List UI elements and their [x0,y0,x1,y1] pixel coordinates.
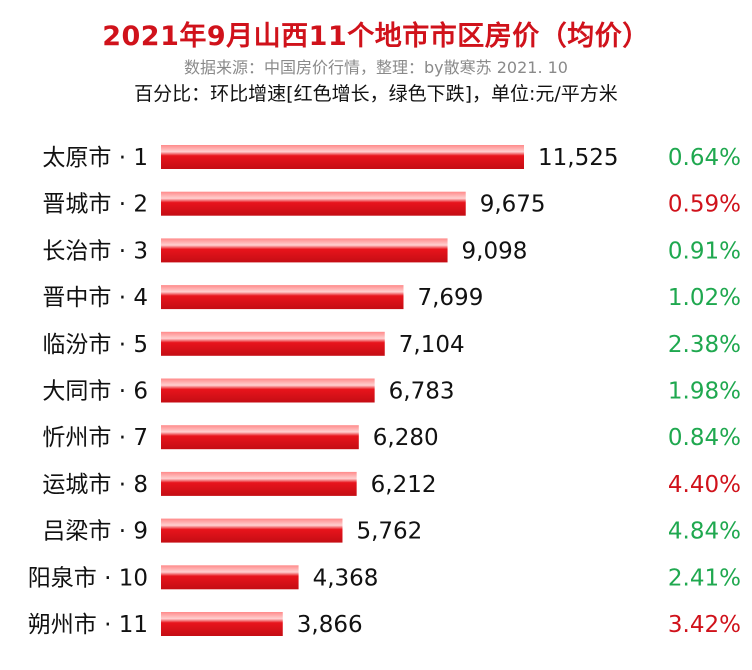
change-label: 4.84% [668,519,741,545]
value-label: 4,368 [313,565,379,591]
value-label: 11,525 [538,145,618,171]
category-label: 临汾市 · 5 [42,332,148,358]
bar [161,565,299,590]
value-label: 6,212 [371,472,437,498]
change-label: 0.84% [668,425,741,451]
bar [161,285,404,310]
value-label: 3,866 [297,612,363,638]
bars-group: 太原市 · 1 11,525 0.64% 晋城市 · 2 9,675 0.59% 长治市 ·… [28,145,741,638]
bar [161,378,375,403]
category-label: 晋城市 · 2 [42,192,148,218]
category-label: 吕梁市 · 9 [42,519,148,545]
bar [161,331,385,356]
bar [161,612,283,636]
bar [161,425,359,450]
value-label: 6,280 [373,425,439,451]
change-label: 1.98% [668,379,741,405]
bar [161,145,524,169]
change-label: 2.38% [668,332,741,358]
category-label: 长治市 · 3 [42,238,148,264]
bar [161,238,448,263]
category-label: 大同市 · 6 [42,379,148,405]
category-label: 运城市 · 8 [42,472,148,498]
value-label: 5,762 [356,519,422,545]
chart-note: 百分比：环比增速[红色增长，绿色下跌]，单位:元/平方米 [134,83,618,105]
value-label: 9,098 [462,238,528,264]
category-label: 朔州市 · 11 [28,612,148,638]
value-label: 9,675 [480,192,546,218]
data-source: 数据来源：中国房价行情，整理：by散寒苏 2021. 10 [184,58,568,77]
category-label: 阳泉市 · 10 [28,565,148,591]
change-label: 1.02% [668,285,741,311]
category-label: 忻州市 · 7 [42,425,148,451]
value-label: 7,699 [417,285,483,311]
change-label: 4.40% [668,472,741,498]
value-label: 6,783 [389,379,455,405]
change-label: 0.64% [668,145,741,171]
bar [161,518,343,543]
change-label: 3.42% [668,612,741,638]
change-label: 0.59% [668,192,741,218]
bar [161,191,466,216]
category-label: 晋中市 · 4 [42,285,148,311]
bar [161,471,357,496]
value-label: 7,104 [399,332,465,358]
change-label: 0.91% [668,238,741,264]
category-label: 太原市 · 1 [42,145,148,171]
change-label: 2.41% [668,565,741,591]
chart-title: 2021年9月山西11个地市市区房价（均价） [102,21,650,52]
